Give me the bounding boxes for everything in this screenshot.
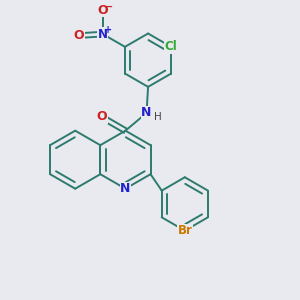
Text: H: H: [154, 112, 162, 122]
Text: Br: Br: [177, 224, 192, 237]
Text: O: O: [74, 29, 84, 42]
Text: O: O: [98, 4, 108, 17]
Text: Cl: Cl: [165, 40, 178, 53]
Text: N: N: [120, 182, 130, 195]
Text: O: O: [96, 110, 107, 123]
Text: N: N: [98, 28, 108, 40]
Text: N: N: [141, 106, 152, 119]
Text: −: −: [104, 2, 113, 12]
Text: +: +: [104, 26, 112, 35]
